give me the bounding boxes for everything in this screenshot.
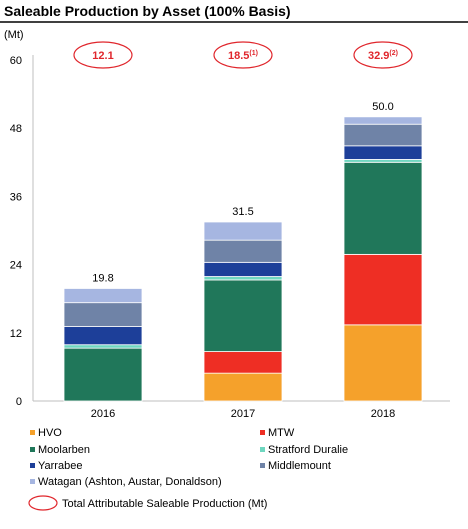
bar-segment-2018-yarrabee: [343, 145, 423, 160]
legend-swatch-4: [30, 463, 35, 468]
bar-segment-2016-middlemount: [63, 302, 143, 327]
chart-title: Saleable Production by Asset (100% Basis…: [4, 3, 291, 19]
bar-segment-2016-watagan: [63, 288, 143, 304]
total-label-2016: 19.8: [92, 272, 113, 284]
bar-segment-2016-moolarben: [63, 347, 143, 402]
bar-segment-2017-yarrabee: [203, 261, 283, 277]
attributable-label-2018: 32.9(2): [368, 50, 398, 62]
legend-attributable-ellipse: [28, 495, 58, 511]
legend-swatch-1: [260, 430, 265, 435]
bar-segment-2017-moolarben: [203, 279, 283, 352]
bar-segment-2017-watagan: [203, 221, 283, 241]
legend-label-4: Yarrabee: [38, 460, 82, 472]
legend-swatch-5: [260, 463, 265, 468]
bar-segment-2018-mtw: [343, 253, 423, 326]
legend-swatch-3: [260, 447, 265, 452]
bar-segment-2018-stratford: [343, 159, 423, 163]
legend-swatch-0: [30, 430, 35, 435]
bar-segment-2017-mtw: [203, 351, 283, 374]
bar-segment-2016-stratford: [63, 344, 143, 349]
attributable-label-2017: 18.5(1): [228, 50, 258, 62]
bar-segment-2018-moolarben: [343, 161, 423, 255]
legend-label-6: Watagan (Ashton, Austar, Donaldson): [38, 476, 222, 488]
x-tick-label-2017: 2017: [231, 408, 255, 420]
legend-attributable-label: Total Attributable Saleable Production (…: [62, 498, 267, 510]
bar-segment-2018-middlemount: [343, 123, 423, 147]
bar-segment-2016-yarrabee: [63, 326, 143, 346]
bar-segment-2018-watagan: [343, 116, 423, 125]
y-tick-label-4: 48: [10, 123, 22, 135]
legend-label-1: MTW: [268, 427, 295, 439]
legend-label-0: HVO: [38, 427, 62, 439]
x-tick-label-2016: 2016: [91, 408, 115, 420]
legend-label-5: Middlemount: [268, 460, 331, 472]
y-tick-label-0: 0: [16, 396, 22, 408]
y-tick-label-5: 60: [10, 55, 22, 67]
legend-swatch-6: [30, 479, 35, 484]
bar-segment-2017-middlemount: [203, 239, 283, 263]
total-label-2017: 31.5: [232, 206, 253, 218]
legend-label-2: Moolarben: [38, 444, 90, 456]
y-axis-label: (Mt): [4, 29, 24, 41]
y-tick-label-3: 36: [10, 191, 22, 203]
attributable-label-2016: 12.1: [92, 50, 113, 62]
attributable-ellipse-2016: [73, 41, 133, 69]
y-tick-label-2: 24: [10, 260, 22, 272]
legend-swatch-2: [30, 447, 35, 452]
legend-label-3: Stratford Duralie: [268, 444, 348, 456]
attributable-ellipse-2018: [353, 41, 413, 69]
y-tick-label-1: 12: [10, 328, 22, 340]
bar-segment-2018-hvo: [343, 324, 423, 402]
x-tick-label-2018: 2018: [371, 408, 395, 420]
attributable-ellipse-2017: [213, 41, 273, 69]
bar-segment-2017-stratford: [203, 276, 283, 281]
total-label-2018: 50.0: [372, 101, 393, 113]
bar-segment-2017-hvo: [203, 372, 283, 402]
